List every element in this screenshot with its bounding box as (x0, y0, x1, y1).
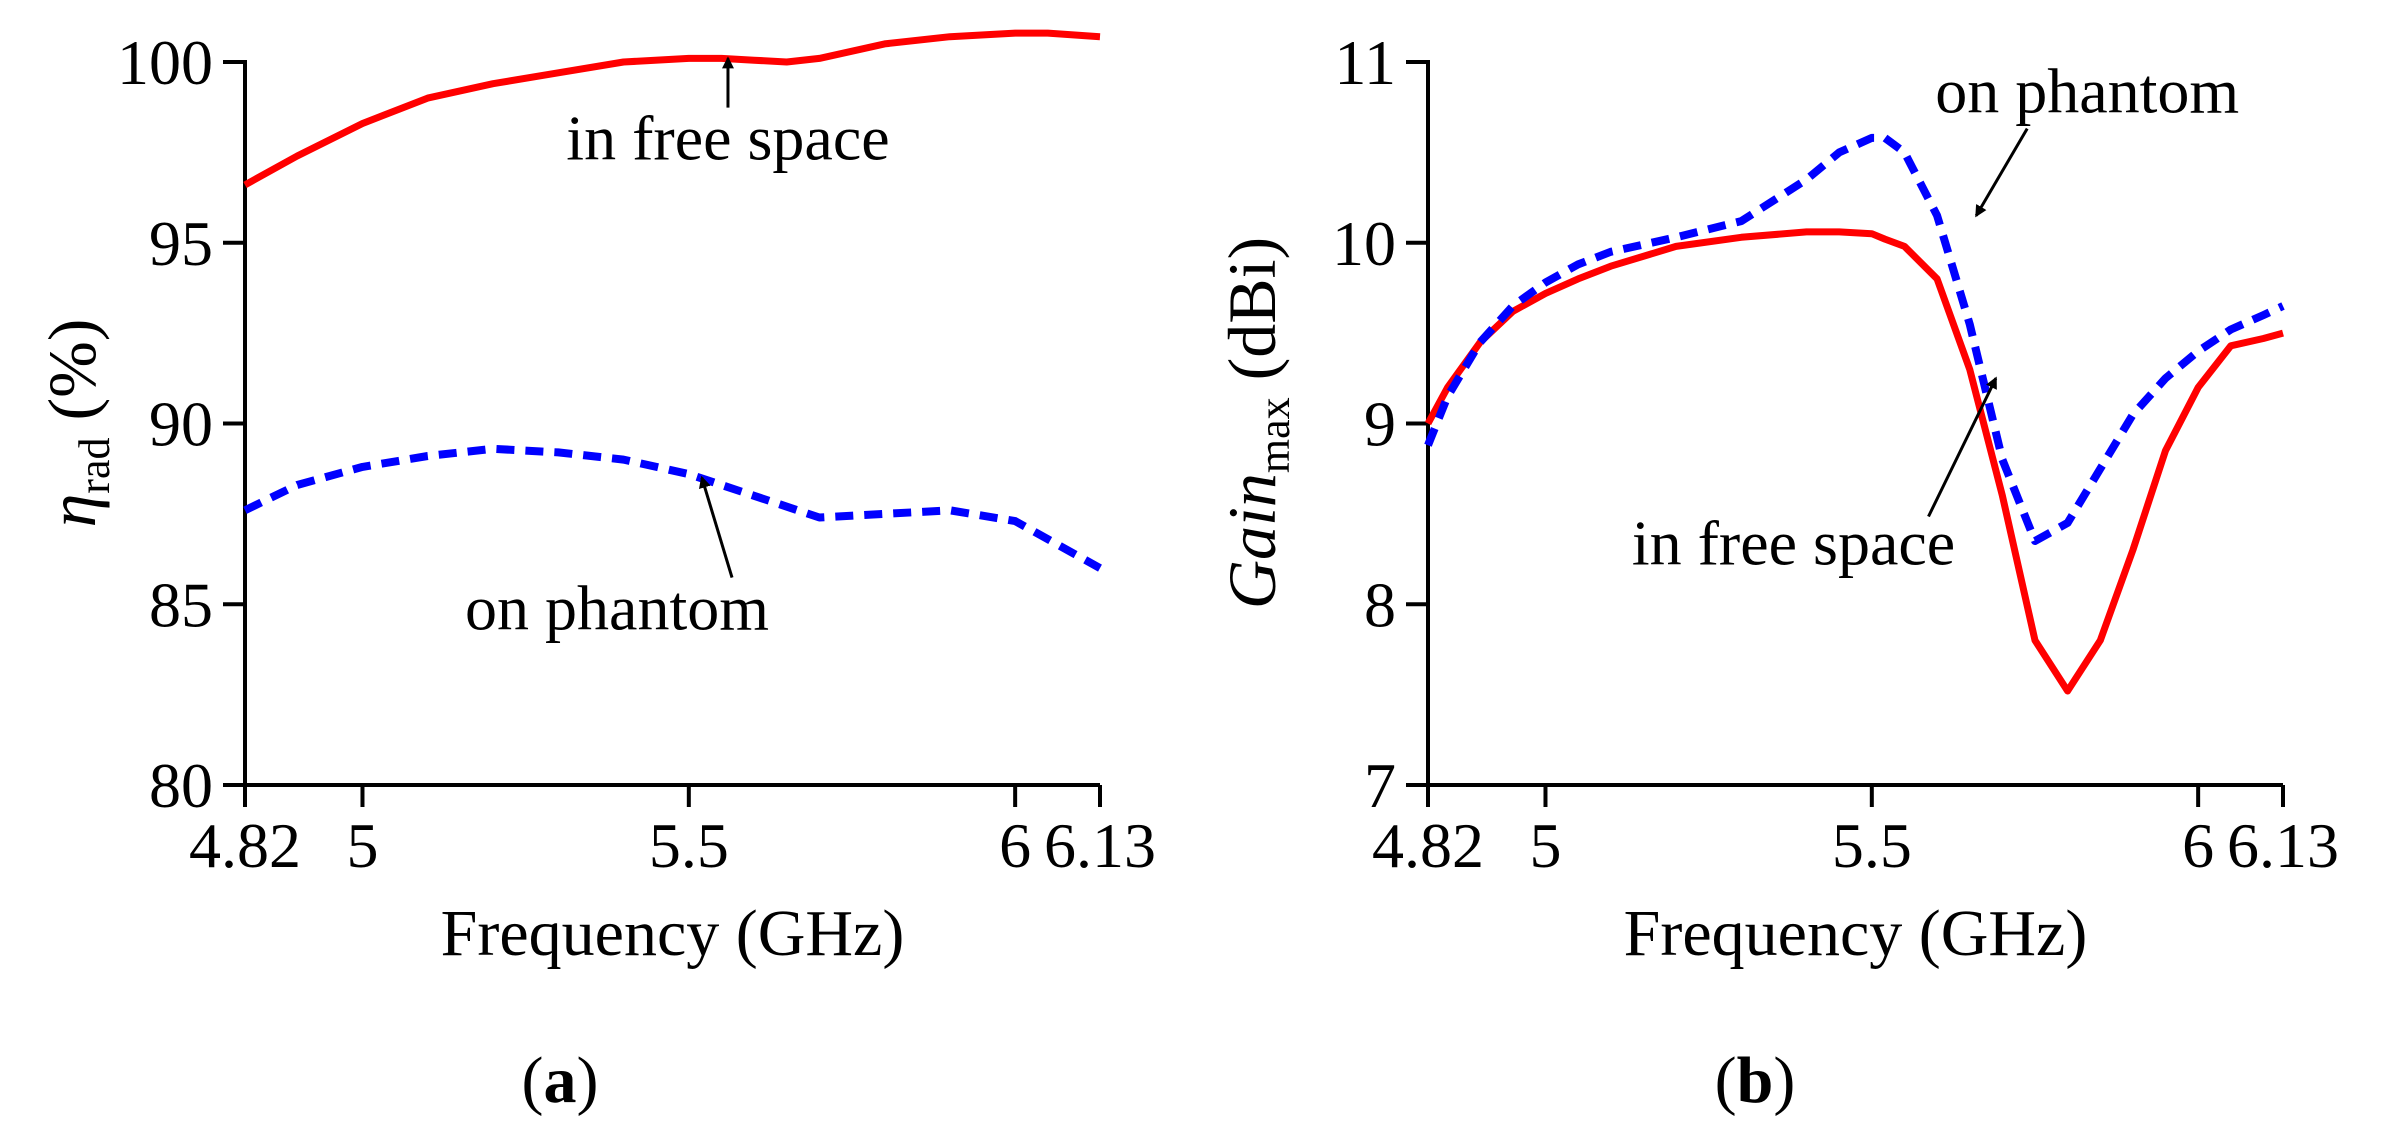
annotation-arrow (699, 475, 734, 578)
panel-label: (b) (1715, 1044, 1796, 1117)
y-axis-label-main: η (34, 494, 110, 528)
y-tick-label: 9 (1364, 389, 1396, 460)
panel-label-open-paren: ( (1715, 1044, 1737, 1117)
y-tick-label: 10 (1332, 208, 1396, 279)
annotation-label: on phantom (465, 573, 769, 644)
y-tick-label: 85 (149, 569, 213, 640)
panel-label-open-paren: ( (522, 1044, 544, 1117)
y-axis-label-subscript: max (1250, 397, 1299, 473)
x-tick-label: 5.5 (649, 810, 729, 881)
panel-label-close-paren: ) (577, 1044, 599, 1117)
panel-label-letter: b (1737, 1044, 1774, 1117)
x-tick-label: 5 (346, 810, 378, 881)
y-tick-label: 11 (1334, 27, 1396, 98)
y-axis-label-unit: (dBi) (1214, 237, 1290, 398)
x-tick-label: 5.5 (1832, 810, 1912, 881)
x-axis-label: Frequency (GHz) (1624, 897, 2088, 970)
x-tick-label: 4.82 (189, 810, 301, 881)
annotation-label: in free space (1632, 507, 1955, 578)
y-tick-label: 100 (117, 27, 213, 98)
annotation-arrow (1927, 376, 1998, 518)
series-line-in-free-space (1424, 228, 2284, 695)
panel-b: 4.82 5 5.5 6 6.13 7 8 9 10 11 on phantom in free sp… (1214, 27, 2339, 1117)
series-line-on-phantom (1424, 133, 2285, 545)
y-axis-label: Gainmax (dBi) (1214, 237, 1299, 609)
series-line-in-free-space (243, 29, 1101, 188)
y-tick-label: 90 (149, 389, 213, 460)
series-line-on-phantom (243, 444, 1102, 572)
panel-a: 4.82 5 5.5 6 6.13 80 85 90 95 100 in free space on … (34, 27, 1156, 1117)
y-axis-label: ηrad (%) (34, 319, 119, 528)
y-tick-label: 95 (149, 208, 213, 279)
panel-label: (a) (522, 1044, 599, 1117)
panel-label-letter: a (544, 1044, 577, 1117)
x-tick-label: 6.13 (1044, 810, 1156, 881)
panel-label-close-paren: ) (1773, 1044, 1795, 1117)
y-tick-label: 7 (1364, 750, 1396, 821)
y-axis-label-unit: (%) (34, 319, 110, 438)
y-tick-label: 8 (1364, 569, 1396, 640)
x-tick-label: 4.82 (1372, 810, 1484, 881)
annotation-label: on phantom (1935, 56, 2239, 127)
x-axis-label: Frequency (GHz) (441, 897, 905, 970)
x-tick-label: 6 (999, 810, 1031, 881)
annotation-arrow (1974, 127, 2029, 218)
y-tick-label: 80 (149, 750, 213, 821)
x-tick-label: 6 (2182, 810, 2214, 881)
y-axis-label-subscript: rad (70, 438, 119, 494)
annotation-label: in free space (566, 103, 889, 174)
x-tick-label: 6.13 (2227, 810, 2339, 881)
y-axis-label-main: Gain (1214, 473, 1290, 609)
x-tick-label: 5 (1529, 810, 1561, 881)
